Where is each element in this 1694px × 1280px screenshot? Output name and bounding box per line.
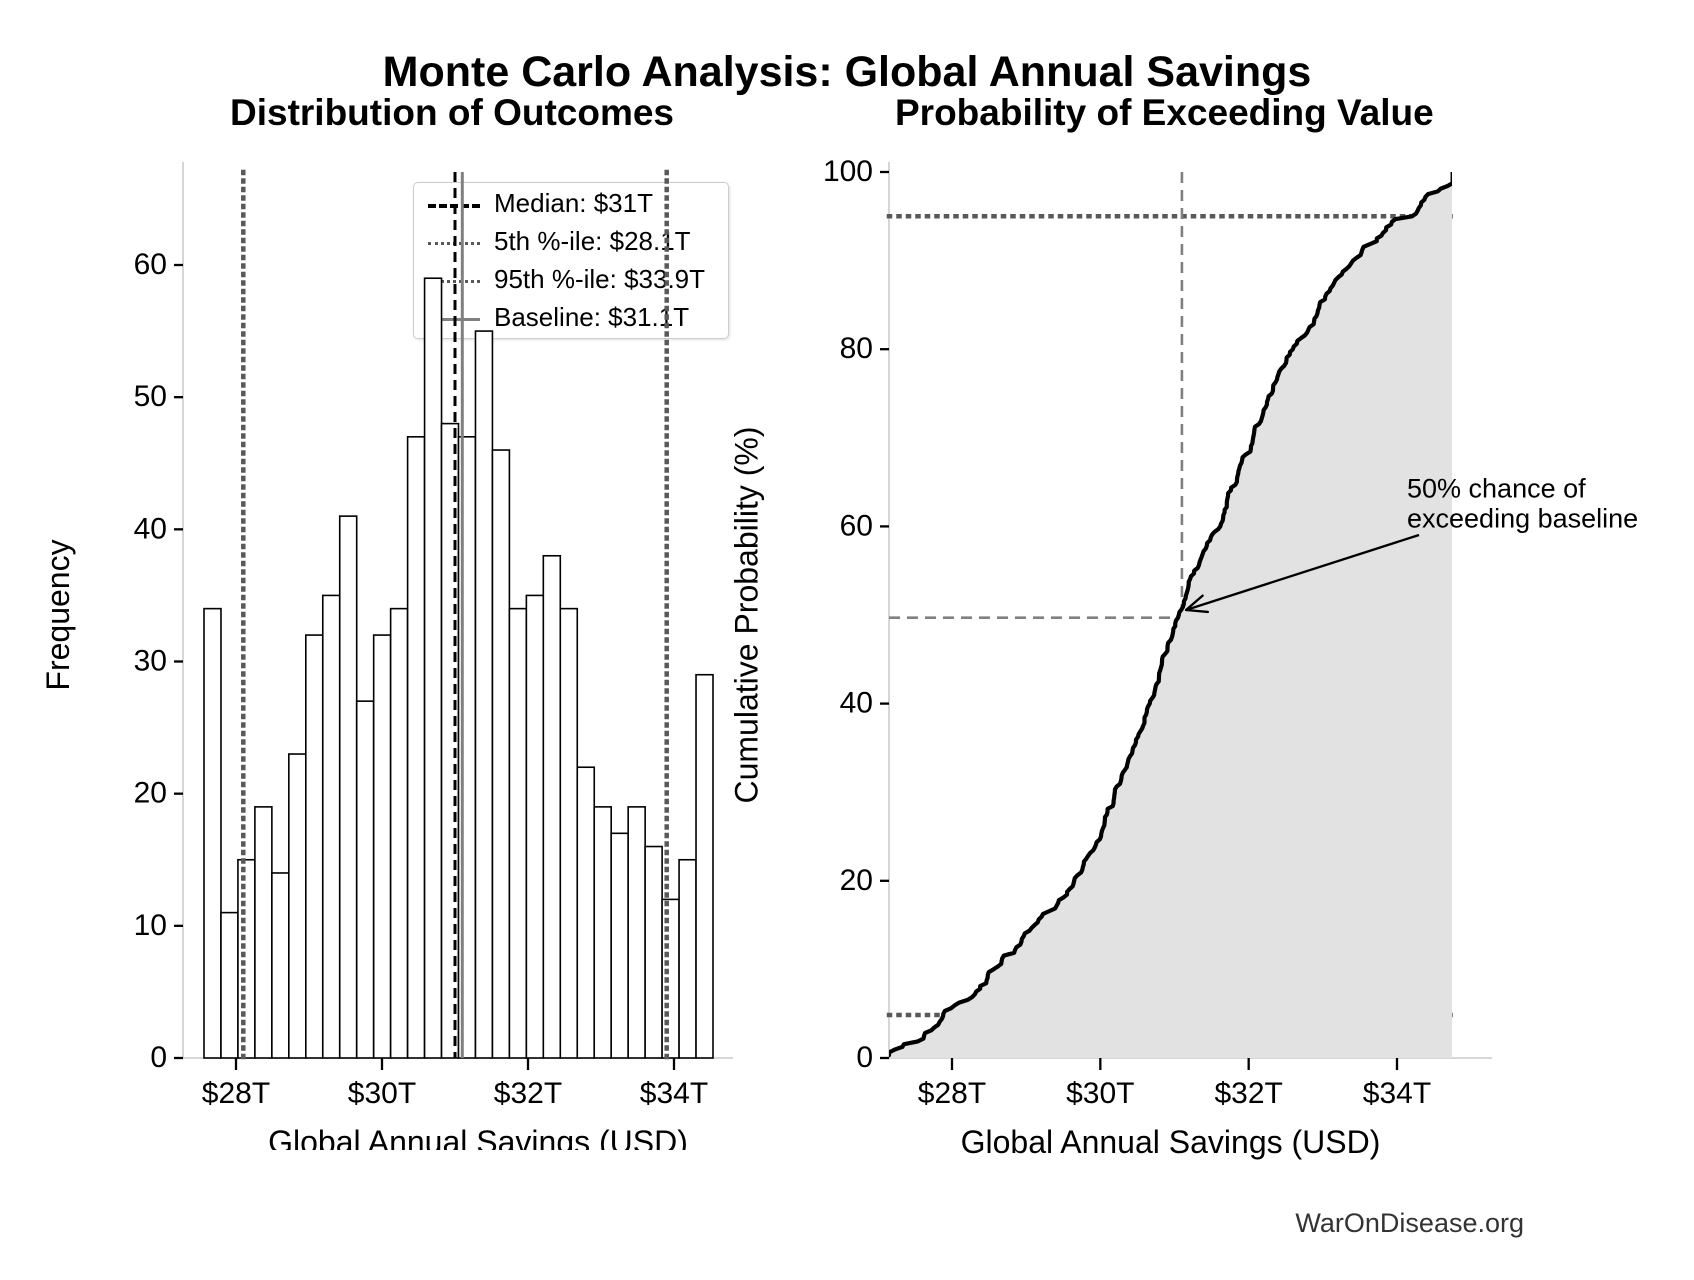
svg-text:0: 0 <box>856 1041 873 1074</box>
svg-text:30: 30 <box>134 645 167 678</box>
svg-text:100: 100 <box>823 155 873 188</box>
svg-text:$28T: $28T <box>918 1077 986 1110</box>
svg-text:80: 80 <box>840 332 873 365</box>
svg-text:$28T: $28T <box>202 1077 270 1110</box>
svg-text:$34T: $34T <box>1363 1077 1431 1110</box>
svg-text:60: 60 <box>134 248 167 281</box>
svg-text:60: 60 <box>840 509 873 542</box>
svg-text:$30T: $30T <box>348 1077 416 1110</box>
svg-text:exceeding baseline: exceeding baseline <box>1407 503 1638 533</box>
svg-text:40: 40 <box>840 687 873 720</box>
svg-text:40: 40 <box>134 512 167 545</box>
svg-text:0: 0 <box>150 1041 167 1074</box>
svg-text:Frequency: Frequency <box>40 539 76 690</box>
svg-text:$32T: $32T <box>1214 1077 1282 1110</box>
svg-text:Global Annual Savings (USD): Global Annual Savings (USD) <box>961 1124 1381 1160</box>
svg-text:20: 20 <box>134 777 167 810</box>
svg-text:20: 20 <box>840 864 873 897</box>
svg-text:10: 10 <box>134 909 167 942</box>
svg-text:Cumulative Probability (%): Cumulative Probability (%) <box>729 426 765 803</box>
svg-text:50% chance of: 50% chance of <box>1407 474 1586 504</box>
svg-text:50: 50 <box>134 380 167 413</box>
svg-text:$30T: $30T <box>1066 1077 1134 1110</box>
svg-text:$32T: $32T <box>494 1077 562 1110</box>
svg-text:Global Annual Savings (USD): Global Annual Savings (USD) <box>268 1124 688 1150</box>
svg-text:$34T: $34T <box>640 1077 708 1110</box>
